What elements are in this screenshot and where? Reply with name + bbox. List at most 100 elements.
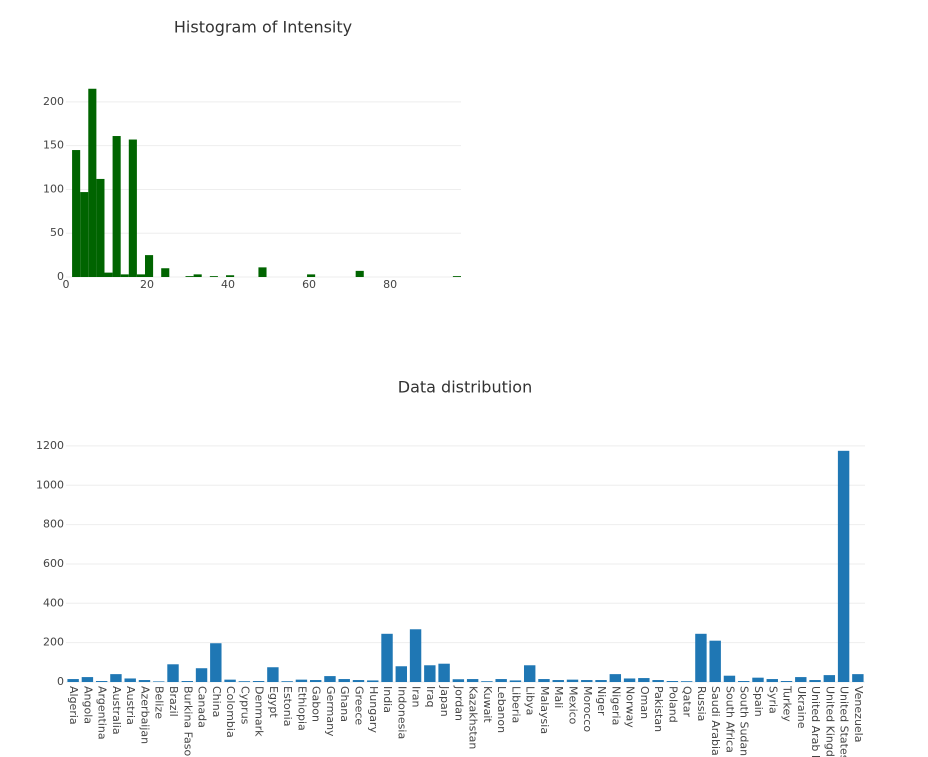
histogram-bar bbox=[104, 272, 113, 277]
bar bbox=[138, 680, 151, 682]
x-tick-label: Gabon bbox=[310, 686, 323, 722]
histogram-bar bbox=[161, 268, 170, 277]
x-tick-label: Russia bbox=[695, 686, 708, 721]
x-tick-label: Iraq bbox=[424, 686, 437, 708]
x-tick-label: Argentina bbox=[96, 686, 109, 740]
x-tick-label: Angola bbox=[81, 686, 94, 724]
bar bbox=[666, 681, 679, 682]
bar bbox=[752, 677, 764, 682]
histogram-bar bbox=[72, 150, 81, 277]
histogram-bar bbox=[258, 267, 267, 277]
bar bbox=[709, 640, 721, 682]
bar bbox=[695, 633, 707, 682]
histogram-bar bbox=[355, 270, 364, 277]
x-tick-label: Brazil bbox=[167, 686, 180, 717]
x-tick-label: Ethiopia bbox=[295, 686, 308, 731]
bar bbox=[766, 679, 778, 682]
histogram-bar bbox=[128, 139, 137, 277]
bar bbox=[409, 629, 422, 682]
bar bbox=[538, 679, 550, 682]
chart-title: Histogram of Intensity bbox=[174, 18, 352, 37]
bar bbox=[438, 663, 450, 682]
x-tick-label: Ukraine bbox=[795, 686, 808, 729]
x-tick-label: Colombia bbox=[224, 686, 237, 738]
x-tick-label: Ghana bbox=[338, 686, 351, 722]
x-tick-label: Mali bbox=[552, 686, 565, 708]
bar bbox=[110, 674, 122, 682]
histogram-bar bbox=[452, 276, 461, 277]
bar bbox=[680, 681, 693, 682]
bar bbox=[67, 679, 79, 682]
y-tick-label: 0 bbox=[57, 675, 64, 688]
x-tick-label: South Sudan bbox=[738, 686, 751, 756]
x-tick-label: China bbox=[210, 686, 223, 717]
bar bbox=[338, 679, 350, 682]
x-tick-label: Hungary bbox=[367, 686, 380, 733]
bar bbox=[809, 680, 821, 682]
x-tick-label: Estonia bbox=[281, 686, 294, 727]
y-tick-label: 0 bbox=[57, 270, 64, 283]
bar bbox=[638, 678, 650, 682]
bar bbox=[823, 675, 836, 682]
x-tick-label: India bbox=[381, 686, 394, 713]
y-tick-label: 200 bbox=[43, 636, 64, 649]
x-tick-label: Mexico bbox=[567, 686, 580, 725]
histogram-bar bbox=[185, 276, 194, 277]
x-tick-label: South Africa bbox=[723, 686, 736, 753]
y-tick-label: 200 bbox=[43, 95, 64, 108]
bar bbox=[509, 680, 522, 682]
x-tick-label: Venezuela bbox=[852, 686, 865, 743]
x-tick-label: Oman bbox=[638, 686, 651, 719]
bar bbox=[552, 680, 564, 682]
bar bbox=[852, 674, 864, 682]
histogram-bar bbox=[136, 274, 145, 277]
x-tick-label: Azerbaijan bbox=[138, 686, 151, 744]
x-tick-label: 0 bbox=[63, 278, 70, 291]
x-tick-label: United Arab Emirates bbox=[809, 686, 822, 757]
x-tick-label: Japan bbox=[438, 685, 451, 717]
bar bbox=[267, 667, 279, 682]
x-tick-label: Malaysia bbox=[538, 686, 551, 734]
histogram-bar bbox=[96, 178, 105, 277]
x-tick-label: Lebanon bbox=[495, 686, 508, 733]
bar bbox=[723, 675, 736, 682]
y-tick-label: 1000 bbox=[36, 478, 64, 491]
y-tick-label: 800 bbox=[43, 518, 64, 531]
histogram-bar bbox=[88, 88, 97, 277]
bar bbox=[623, 678, 636, 682]
x-tick-label: Belize bbox=[153, 686, 166, 719]
x-tick-label: Spain bbox=[752, 686, 765, 717]
bar bbox=[281, 681, 293, 682]
bar bbox=[795, 677, 807, 682]
bar bbox=[295, 679, 308, 682]
bar bbox=[124, 678, 136, 682]
bar bbox=[95, 681, 108, 682]
bar bbox=[324, 676, 336, 682]
x-tick-label: 40 bbox=[221, 278, 235, 291]
bar bbox=[780, 681, 793, 682]
x-tick-label: United States of America bbox=[838, 686, 851, 757]
x-tick-label: Indonesia bbox=[395, 686, 408, 739]
bar bbox=[609, 674, 622, 682]
bar bbox=[167, 664, 179, 682]
x-tick-label: Burkina Faso bbox=[181, 686, 194, 756]
x-tick-label: United Kingdom bbox=[823, 686, 836, 757]
x-tick-label: Canada bbox=[196, 686, 209, 728]
x-tick-label: 20 bbox=[140, 278, 154, 291]
x-tick-label: Algeria bbox=[67, 686, 80, 725]
x-tick-label: Pakistan bbox=[652, 686, 665, 732]
bar bbox=[309, 680, 322, 682]
bar bbox=[252, 681, 265, 682]
x-tick-label: Austria bbox=[124, 686, 137, 725]
histogram-bar bbox=[120, 274, 129, 277]
x-tick-label: Denmark bbox=[253, 686, 266, 737]
bar bbox=[837, 450, 850, 682]
y-tick-label: 100 bbox=[43, 182, 64, 195]
bar bbox=[352, 680, 365, 682]
x-tick-label: Morocco bbox=[581, 686, 594, 732]
bar bbox=[224, 679, 236, 682]
bar bbox=[195, 668, 208, 682]
bar bbox=[395, 666, 408, 682]
